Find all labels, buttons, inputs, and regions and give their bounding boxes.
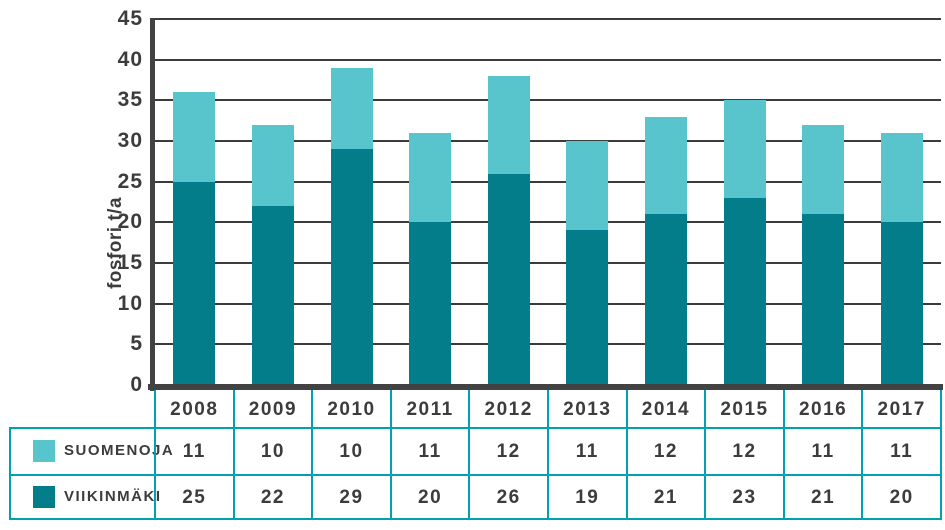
value-cell-suomenoja: 12 bbox=[653, 441, 678, 462]
table-grid-line-vertical bbox=[940, 390, 942, 520]
table-grid-line-vertical bbox=[389, 390, 392, 520]
table-grid-line-vertical bbox=[547, 390, 549, 520]
value-cell-viikinmaki: 25 bbox=[182, 487, 207, 508]
y-axis-tick-label: 0 bbox=[130, 373, 143, 396]
value-cell-suomenoja: 11 bbox=[811, 441, 835, 462]
value-cell-suomenoja: 11 bbox=[418, 441, 442, 462]
plot-area: 0 5 10 15 20 25 30 35 40 45 bbox=[117, 7, 943, 396]
value-cell-suomenoja: 12 bbox=[732, 441, 757, 462]
y-axis-tick-label: 15 bbox=[117, 251, 143, 274]
table-grid-line-vertical bbox=[154, 390, 156, 520]
bar-segment-viikinmaki-2016 bbox=[802, 214, 845, 387]
y-axis-tick-label: 5 bbox=[130, 332, 143, 356]
legend-swatch-suomenoja bbox=[33, 440, 55, 462]
gridline bbox=[155, 18, 941, 20]
bar-segment-suomenoja-2017 bbox=[880, 132, 923, 223]
bar-segment-viikinmaki-2017 bbox=[880, 222, 923, 387]
legend-label-viikinmaki: VIIKINMÄKI bbox=[64, 488, 162, 505]
value-cell-suomenoja: 11 bbox=[182, 441, 206, 462]
bar-segment-viikinmaki-2010 bbox=[330, 149, 373, 387]
y-axis-tick-label: 20 bbox=[117, 210, 143, 234]
gridline bbox=[155, 99, 941, 102]
legend-label-suomenoja: SUOMENOJA bbox=[64, 442, 175, 459]
table-grid-line-horizontal bbox=[9, 474, 942, 476]
value-cell-viikinmaki: 26 bbox=[496, 487, 521, 508]
table-grid-line-vertical bbox=[704, 390, 707, 520]
bar-segment-viikinmaki-2013 bbox=[566, 230, 609, 387]
bar-segment-viikinmaki-2008 bbox=[173, 181, 216, 387]
year-header-cell: 2008 bbox=[170, 399, 219, 420]
value-cell-viikinmaki: 20 bbox=[889, 487, 914, 508]
bar-segment-suomenoja-2014 bbox=[644, 116, 687, 215]
year-header-cell: 2009 bbox=[248, 399, 298, 420]
bar-segment-suomenoja-2011 bbox=[409, 132, 452, 223]
gridline bbox=[155, 343, 941, 346]
bar-segment-viikinmaki-2011 bbox=[409, 222, 452, 387]
gridline bbox=[155, 302, 941, 305]
bar-segment-suomenoja-2009 bbox=[251, 124, 294, 207]
bar-segment-viikinmaki-2012 bbox=[487, 173, 530, 387]
y-axis-tick-label: 40 bbox=[117, 47, 143, 71]
gridline bbox=[155, 180, 941, 183]
table-grid-line-vertical bbox=[861, 390, 864, 520]
bar-segment-viikinmaki-2009 bbox=[251, 206, 294, 387]
bar-segment-suomenoja-2010 bbox=[330, 67, 373, 150]
value-cell-viikinmaki: 20 bbox=[418, 487, 443, 508]
value-cell-suomenoja: 11 bbox=[575, 441, 599, 462]
gridline bbox=[155, 140, 941, 142]
year-header-cell: 2010 bbox=[327, 399, 376, 420]
year-header-cell: 2013 bbox=[563, 399, 612, 420]
gridline bbox=[155, 262, 941, 264]
y-axis-tick-label: 10 bbox=[117, 291, 143, 315]
year-header-cell: 2014 bbox=[641, 399, 691, 420]
bar-segment-suomenoja-2012 bbox=[487, 75, 530, 174]
table-grid-line-vertical bbox=[232, 390, 235, 520]
year-header-cell: 2012 bbox=[484, 399, 533, 420]
bar-segment-suomenoja-2015 bbox=[723, 100, 766, 198]
value-cell-suomenoja: 10 bbox=[260, 441, 285, 462]
y-axis-tick-label: 30 bbox=[117, 129, 143, 152]
legend-swatch-viikinmaki bbox=[33, 486, 55, 508]
value-cell-suomenoja: 11 bbox=[890, 441, 914, 462]
year-header-cell: 2015 bbox=[720, 399, 769, 420]
bar-segment-suomenoja-2013 bbox=[566, 141, 609, 231]
value-cell-viikinmaki: 21 bbox=[811, 487, 836, 508]
value-cell-viikinmaki: 19 bbox=[575, 487, 600, 508]
table-grid-line-vertical bbox=[782, 390, 785, 520]
value-cell-viikinmaki: 23 bbox=[732, 487, 757, 508]
y-axis-tick-label: 25 bbox=[117, 169, 143, 193]
y-axis-tick-label: 45 bbox=[117, 7, 143, 30]
value-cell-viikinmaki: 22 bbox=[260, 487, 285, 508]
year-header-cell: 2016 bbox=[798, 399, 848, 420]
table-grid-line-vertical bbox=[625, 390, 628, 520]
value-cell-viikinmaki: 21 bbox=[653, 487, 678, 508]
bar-segment-suomenoja-2008 bbox=[173, 92, 216, 182]
year-header-cell: 2017 bbox=[877, 399, 926, 420]
value-cell-suomenoja: 10 bbox=[339, 441, 364, 462]
value-cell-suomenoja: 12 bbox=[496, 441, 521, 462]
x-axis-line bbox=[148, 384, 943, 390]
gridline bbox=[155, 58, 941, 61]
table-grid-line-vertical bbox=[468, 390, 471, 520]
year-header-cell: 2011 bbox=[406, 399, 454, 420]
value-cell-viikinmaki: 29 bbox=[339, 487, 364, 508]
y-axis-tick-label: 35 bbox=[117, 88, 143, 112]
y-axis-line bbox=[150, 18, 155, 391]
table-grid-line-vertical bbox=[311, 390, 314, 520]
bar-segment-viikinmaki-2014 bbox=[644, 214, 687, 387]
table-grid-line-horizontal bbox=[9, 518, 942, 520]
gridline bbox=[155, 221, 941, 224]
bar-segment-viikinmaki-2015 bbox=[723, 197, 766, 387]
bar-segment-suomenoja-2016 bbox=[802, 124, 845, 215]
table-grid-line-horizontal bbox=[9, 427, 942, 429]
data-table: SUOMENOJA VIIKINMÄKI 2008 11 25 2009 10 22 201… bbox=[0, 385, 945, 530]
